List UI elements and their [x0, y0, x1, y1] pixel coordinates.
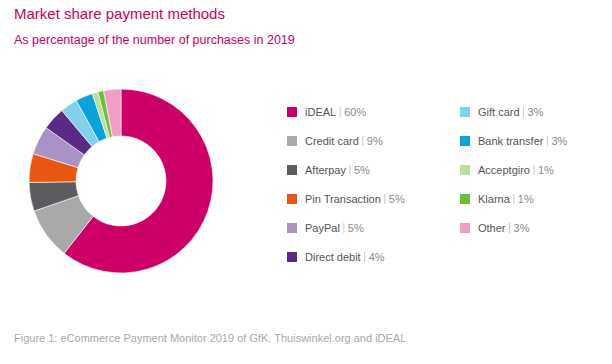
legend-separator — [509, 223, 510, 233]
legend-label: PayPal — [305, 222, 340, 234]
legend-swatch — [287, 194, 297, 204]
legend-value: 5% — [389, 193, 405, 205]
slice — [64, 89, 213, 273]
legend-value: 60% — [344, 106, 366, 118]
legend-item: Credit card 9% — [287, 135, 383, 147]
legend-separator — [384, 194, 385, 204]
legend-value: 5% — [348, 222, 364, 234]
legend-swatch — [287, 165, 297, 175]
chart: Market share payment methods As percentag… — [0, 0, 612, 364]
legend-separator — [349, 165, 350, 175]
legend-item: iDEAL 60% — [287, 106, 366, 118]
legend-value: 1% — [538, 164, 554, 176]
legend-label: iDEAL — [305, 106, 336, 118]
legend-value: 3% — [551, 135, 567, 147]
legend-separator — [523, 107, 524, 117]
legend-value: 3% — [514, 222, 530, 234]
slice — [29, 182, 78, 211]
legend-label: Direct debit — [305, 251, 361, 263]
legend: iDEAL60%Credit card9%Afterpay5%Pin Trans… — [287, 106, 568, 263]
legend-label: Bank transfer — [478, 135, 544, 147]
legend-value: 5% — [354, 164, 370, 176]
legend-separator — [547, 136, 548, 146]
legend-label: Klarna — [478, 193, 511, 205]
slices — [29, 89, 213, 273]
caption: Figure 1: eCommerce Payment Monitor 2019… — [14, 332, 406, 344]
legend-value: 9% — [367, 135, 383, 147]
legend-swatch — [287, 223, 297, 233]
legend-swatch — [460, 194, 470, 204]
legend-separator — [533, 165, 534, 175]
legend-separator — [340, 107, 341, 117]
legend-item: Acceptgiro 1% — [460, 164, 554, 176]
legend-item: PayPal 5% — [287, 222, 364, 234]
legend-swatch — [460, 165, 470, 175]
legend-separator — [364, 252, 365, 262]
legend-label: Acceptgiro — [478, 164, 530, 176]
legend-item: Pin Transaction 5% — [287, 193, 405, 205]
legend-value: 4% — [369, 251, 385, 263]
title: Market share payment methods — [14, 5, 225, 22]
legend-swatch — [287, 136, 297, 146]
slice — [104, 89, 121, 137]
legend-separator — [513, 194, 514, 204]
legend-separator — [343, 223, 344, 233]
legend-swatch — [287, 252, 297, 262]
legend-item: Afterpay 5% — [287, 164, 370, 176]
legend-swatch — [460, 223, 470, 233]
legend-value: 3% — [528, 106, 544, 118]
legend-item: Bank transfer 3% — [460, 135, 568, 147]
legend-swatch — [460, 136, 470, 146]
legend-item: Other 3% — [460, 222, 530, 234]
legend-item: Direct debit 4% — [287, 251, 385, 263]
legend-label: Other — [478, 222, 506, 234]
legend-swatch — [287, 107, 297, 117]
legend-separator — [362, 136, 363, 146]
legend-value: 1% — [518, 193, 534, 205]
legend-label: Afterpay — [305, 164, 346, 176]
legend-item: Klarna 1% — [460, 193, 534, 205]
subtitle: As percentage of the number of purchases… — [14, 33, 295, 47]
legend-label: Pin Transaction — [305, 193, 381, 205]
legend-item: Gift card 3% — [460, 106, 544, 118]
legend-label: Credit card — [305, 135, 359, 147]
legend-label: Gift card — [478, 106, 520, 118]
legend-swatch — [460, 107, 470, 117]
